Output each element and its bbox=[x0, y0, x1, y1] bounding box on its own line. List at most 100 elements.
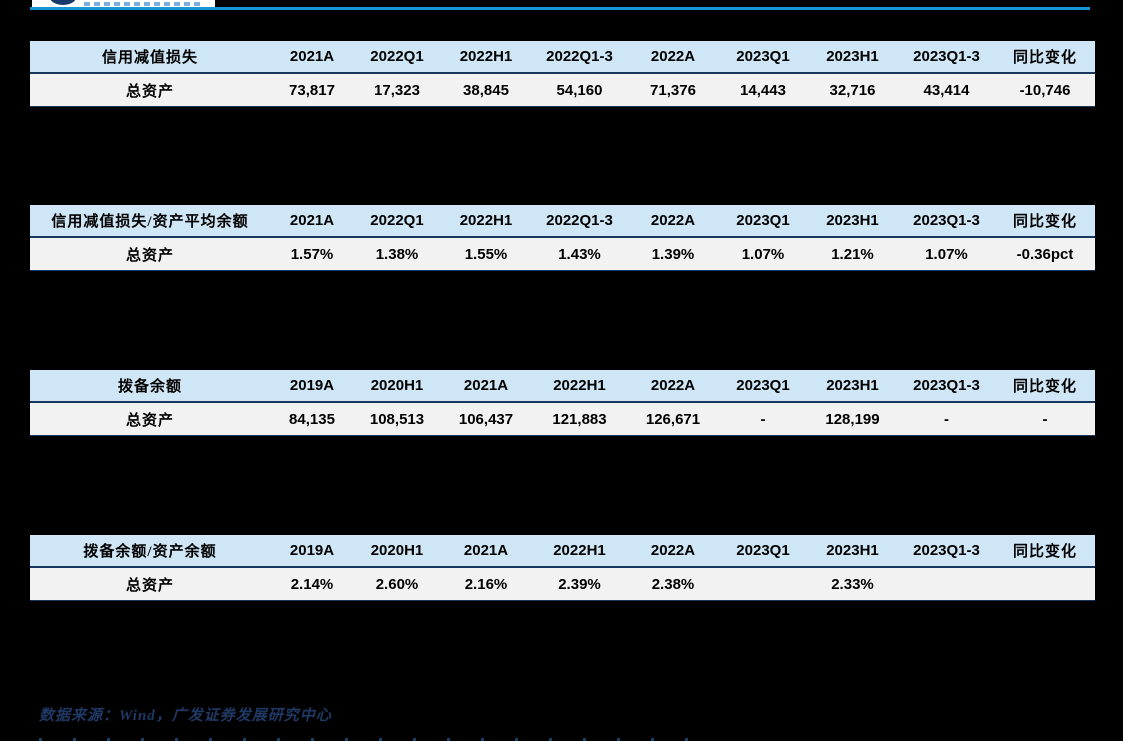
value-cell: -0.36pct bbox=[995, 237, 1095, 271]
value-cell: 121,883 bbox=[532, 402, 627, 436]
row-label-cell: 总资产 bbox=[30, 567, 270, 601]
metric-name-header: 信用减值损失 bbox=[30, 41, 270, 74]
period-column-header: 2023Q1 bbox=[719, 41, 807, 74]
period-column-header: 2021A bbox=[270, 205, 354, 238]
value-cell: - bbox=[719, 402, 807, 436]
period-column-header: 2022Q1 bbox=[354, 205, 440, 238]
period-column-header: 2023H1 bbox=[807, 205, 898, 238]
period-column-header: 2021A bbox=[440, 535, 532, 568]
value-cell: 84,135 bbox=[270, 402, 354, 436]
value-cell: 1.39% bbox=[627, 237, 719, 271]
value-cell: 38,845 bbox=[440, 73, 532, 107]
period-column-header: 2023Q1 bbox=[719, 205, 807, 238]
table-credit-impairment-loss-ratio: 信用减值损失/资产平均余额 2021A 2022Q1 2022H1 2022Q1-3 20… bbox=[30, 205, 1095, 271]
value-cell: 108,513 bbox=[354, 402, 440, 436]
period-column-header: 同比变化 bbox=[995, 535, 1095, 568]
value-cell bbox=[898, 567, 995, 601]
data-table-credit-impairment-loss: 信用减值损失 2021A 2022Q1 2022H1 2022Q1-3 2022A 2023… bbox=[30, 41, 1095, 107]
period-column-header: 2023Q1 bbox=[719, 535, 807, 568]
value-cell: 106,437 bbox=[440, 402, 532, 436]
table-row: 总资产 2.14% 2.60% 2.16% 2.39% 2.38% 2.33% bbox=[30, 567, 1095, 601]
value-cell: 1.07% bbox=[898, 237, 995, 271]
period-column-header: 2022H1 bbox=[532, 370, 627, 403]
value-cell: 2.14% bbox=[270, 567, 354, 601]
period-column-header: 2022A bbox=[627, 535, 719, 568]
period-column-header: 2021A bbox=[440, 370, 532, 403]
table-provision-balance-ratio: 拨备余额/资产余额 2019A 2020H1 2021A 2022H1 2022A 2023… bbox=[30, 535, 1095, 601]
period-column-header: 同比变化 bbox=[995, 205, 1095, 238]
row-label-cell: 总资产 bbox=[30, 237, 270, 271]
value-cell: 126,671 bbox=[627, 402, 719, 436]
period-column-header: 2022A bbox=[627, 205, 719, 238]
table-row: 总资产 73,817 17,323 38,845 54,160 71,376 14,443 3… bbox=[30, 73, 1095, 107]
period-column-header: 2023Q1-3 bbox=[898, 535, 995, 568]
period-column-header: 2022H1 bbox=[440, 41, 532, 74]
value-cell: 1.55% bbox=[440, 237, 532, 271]
data-table-provision-balance-to-asset-balance: 拨备余额/资产余额 2019A 2020H1 2021A 2022H1 2022A 2023… bbox=[30, 535, 1095, 601]
period-column-header: 2019A bbox=[270, 370, 354, 403]
period-column-header: 2023Q1-3 bbox=[898, 205, 995, 238]
metric-name-header: 拨备余额 bbox=[30, 370, 270, 403]
header-divider-rule bbox=[30, 7, 1090, 10]
period-column-header: 2022H1 bbox=[532, 535, 627, 568]
metric-name-header: 拨备余额/资产余额 bbox=[30, 535, 270, 568]
value-cell: 1.07% bbox=[719, 237, 807, 271]
period-column-header: 2020H1 bbox=[354, 370, 440, 403]
period-column-header: 同比变化 bbox=[995, 370, 1095, 403]
value-cell: 54,160 bbox=[532, 73, 627, 107]
table-row: 总资产 84,135 108,513 106,437 121,883 126,671-12… bbox=[30, 402, 1095, 436]
value-cell: 1.43% bbox=[532, 237, 627, 271]
value-cell: 17,323 bbox=[354, 73, 440, 107]
value-cell: 2.16% bbox=[440, 567, 532, 601]
table-credit-impairment-loss: 信用减值损失 2021A 2022Q1 2022H1 2022Q1-3 2022A 2023… bbox=[30, 41, 1095, 107]
period-column-header: 2020H1 bbox=[354, 535, 440, 568]
header-row: 信用减值损失/资产平均余额 2021A 2022Q1 2022H1 2022Q1-3 20… bbox=[30, 205, 1095, 238]
period-column-header: 2023Q1-3 bbox=[898, 41, 995, 74]
value-cell: -10,746 bbox=[995, 73, 1095, 107]
data-source-note: 数据来源：Wind，广发证券发展研究中心 bbox=[39, 708, 332, 724]
value-cell: - bbox=[995, 402, 1095, 436]
data-table-credit-impairment-loss-to-avg-asset-balance: 信用减值损失/资产平均余额 2021A 2022Q1 2022H1 2022Q1-3 20… bbox=[30, 205, 1095, 271]
row-label-cell: 总资产 bbox=[30, 73, 270, 107]
value-cell: 1.57% bbox=[270, 237, 354, 271]
table-row: 总资产 1.57% 1.38% 1.55% 1.43% 1.39% 1.07% 1.21% 1.… bbox=[30, 237, 1095, 271]
period-column-header: 2019A bbox=[270, 535, 354, 568]
period-column-header: 2022A bbox=[627, 370, 719, 403]
period-column-header: 2023Q1 bbox=[719, 370, 807, 403]
value-cell: 1.38% bbox=[354, 237, 440, 271]
value-cell: 2.39% bbox=[532, 567, 627, 601]
value-cell: 32,716 bbox=[807, 73, 898, 107]
value-cell: 14,443 bbox=[719, 73, 807, 107]
period-column-header: 2022Q1-3 bbox=[532, 41, 627, 74]
row-label-cell: 总资产 bbox=[30, 402, 270, 436]
value-cell: 71,376 bbox=[627, 73, 719, 107]
value-cell: 2.60% bbox=[354, 567, 440, 601]
value-cell: - bbox=[898, 402, 995, 436]
header-row: 拨备余额/资产余额 2019A 2020H1 2021A 2022H1 2022A 2023… bbox=[30, 535, 1095, 568]
logo-wordmark-cropped bbox=[84, 2, 204, 6]
value-cell: 2.38% bbox=[627, 567, 719, 601]
value-cell: 73,817 bbox=[270, 73, 354, 107]
period-column-header: 2021A bbox=[270, 41, 354, 74]
period-column-header: 2022Q1 bbox=[354, 41, 440, 74]
period-column-header: 2022Q1-3 bbox=[532, 205, 627, 238]
period-column-header: 2022A bbox=[627, 41, 719, 74]
value-cell: 128,199 bbox=[807, 402, 898, 436]
header-row: 拨备余额 2019A 2020H1 2021A 2022H1 2022A 2023Q1 202… bbox=[30, 370, 1095, 403]
value-cell bbox=[995, 567, 1095, 601]
header-row: 信用减值损失 2021A 2022Q1 2022H1 2022Q1-3 2022A 2023… bbox=[30, 41, 1095, 74]
period-column-header: 2023Q1-3 bbox=[898, 370, 995, 403]
value-cell bbox=[719, 567, 807, 601]
cropped-next-text-line bbox=[39, 738, 699, 741]
value-cell: 1.21% bbox=[807, 237, 898, 271]
period-column-header: 2023H1 bbox=[807, 370, 898, 403]
period-column-header: 同比变化 bbox=[995, 41, 1095, 74]
value-cell: 2.33% bbox=[807, 567, 898, 601]
logo-globe-icon bbox=[50, 0, 76, 5]
table-provision-balance: 拨备余额 2019A 2020H1 2021A 2022H1 2022A 2023Q1 202… bbox=[30, 370, 1095, 436]
metric-name-header: 信用减值损失/资产平均余额 bbox=[30, 205, 270, 238]
value-cell: 43,414 bbox=[898, 73, 995, 107]
period-column-header: 2022H1 bbox=[440, 205, 532, 238]
period-column-header: 2023H1 bbox=[807, 535, 898, 568]
gf-securities-logo-partial bbox=[32, 0, 215, 7]
